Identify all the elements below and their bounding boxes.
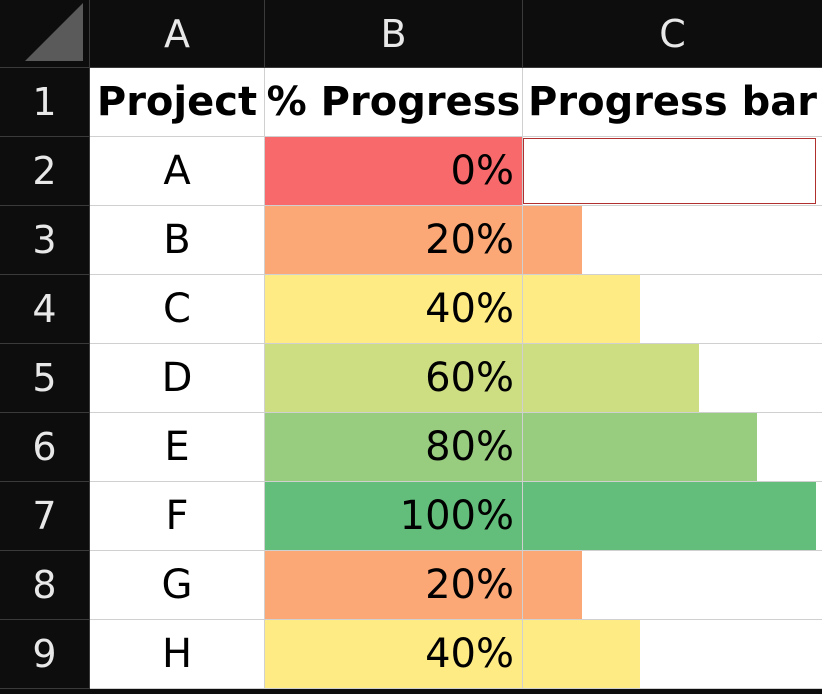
- row-header-1[interactable]: 1: [0, 68, 90, 137]
- progress-bar-cell[interactable]: [523, 413, 822, 482]
- header-progress-bar[interactable]: Progress bar: [523, 68, 822, 137]
- progress-bar-fill: [523, 482, 816, 550]
- row-header-9[interactable]: 9: [0, 620, 90, 689]
- progress-bar-cell[interactable]: [523, 344, 822, 413]
- progress-cell[interactable]: 20%: [265, 551, 523, 620]
- progress-cell[interactable]: 60%: [265, 344, 523, 413]
- header-project[interactable]: Project: [90, 68, 265, 137]
- column-header-a[interactable]: A: [90, 0, 265, 68]
- progress-bar-cell[interactable]: [523, 551, 822, 620]
- project-cell[interactable]: H: [90, 620, 265, 689]
- project-cell[interactable]: A: [90, 137, 265, 206]
- project-cell[interactable]: E: [90, 413, 265, 482]
- project-cell[interactable]: F: [90, 482, 265, 551]
- row-header-2[interactable]: 2: [0, 137, 90, 206]
- column-header-c[interactable]: C: [523, 0, 822, 68]
- progress-bar-fill: [523, 344, 699, 412]
- project-cell[interactable]: D: [90, 344, 265, 413]
- row-header-8[interactable]: 8: [0, 551, 90, 620]
- project-cell[interactable]: G: [90, 551, 265, 620]
- header-progress[interactable]: % Progress: [265, 68, 523, 137]
- progress-bar-cell[interactable]: [523, 482, 822, 551]
- progress-cell[interactable]: 100%: [265, 482, 523, 551]
- select-all-button[interactable]: [0, 0, 90, 68]
- progress-cell[interactable]: 0%: [265, 137, 523, 206]
- progress-bar-fill: [523, 620, 640, 688]
- progress-bar-fill: [523, 413, 757, 481]
- row-header-6[interactable]: 6: [0, 413, 90, 482]
- column-header-b[interactable]: B: [265, 0, 523, 68]
- progress-bar-fill: [523, 275, 640, 343]
- progress-bar-fill: [523, 206, 582, 274]
- project-cell[interactable]: B: [90, 206, 265, 275]
- progress-bar-fill: [523, 551, 582, 619]
- progress-bar-cell[interactable]: [523, 620, 822, 689]
- progress-cell[interactable]: 40%: [265, 620, 523, 689]
- progress-bar-cell[interactable]: [523, 137, 822, 206]
- progress-bar-cell[interactable]: [523, 275, 822, 344]
- progress-cell[interactable]: 80%: [265, 413, 523, 482]
- row-header-4[interactable]: 4: [0, 275, 90, 344]
- progress-cell[interactable]: 40%: [265, 275, 523, 344]
- progress-bar-cell[interactable]: [523, 206, 822, 275]
- progress-bar-outline: [523, 138, 816, 204]
- row-header-5[interactable]: 5: [0, 344, 90, 413]
- project-cell[interactable]: C: [90, 275, 265, 344]
- row-header-3[interactable]: 3: [0, 206, 90, 275]
- select-all-triangle-icon: [25, 3, 83, 61]
- row-header-7[interactable]: 7: [0, 482, 90, 551]
- progress-cell[interactable]: 20%: [265, 206, 523, 275]
